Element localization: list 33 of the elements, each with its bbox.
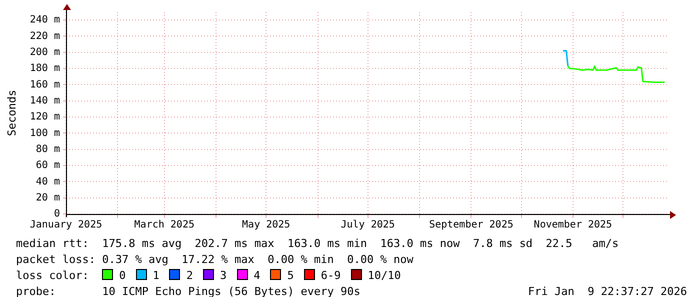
- legend-label: 4: [252, 269, 260, 282]
- x-tick-label: November 2025: [534, 220, 612, 231]
- y-tick-label: 20 m: [36, 192, 60, 204]
- y-tick-label: 0: [54, 208, 60, 220]
- legend-label: 0: [118, 269, 126, 282]
- y-axis-title: Seconds: [5, 90, 18, 136]
- x-tick-label: July 2025: [340, 220, 395, 231]
- legend-title: loss color:: [16, 269, 90, 282]
- y-tick-label: 160 m: [30, 79, 60, 90]
- y-tick-label: 40 m: [36, 176, 60, 188]
- y-tick-label: 80 m: [36, 144, 60, 155]
- legend-label: 10/10: [366, 269, 401, 282]
- legend-label: 2: [185, 269, 193, 282]
- x-tick-label: January 2025: [30, 220, 102, 231]
- legend-label: 1: [152, 269, 160, 282]
- y-tick-label: 200 m: [30, 46, 60, 58]
- x-tick-label: May 2025: [242, 220, 290, 231]
- legend-label: 5: [286, 269, 294, 282]
- text: median rtt: 175.8 ms avg 202.7 ms max 163.0 ms min 163.0 ms now 7.8 ms sd 22.5 am/s: [16, 237, 619, 250]
- y-tick-label: 140 m: [30, 95, 60, 106]
- text: Fri Jan 9 22:37:27 2026: [528, 285, 687, 297]
- y-tick-label: 240 m: [30, 14, 60, 26]
- legend-label: 6-9: [320, 269, 341, 282]
- x-tick-label: March 2025: [134, 220, 194, 231]
- y-tick-label: 220 m: [30, 30, 60, 42]
- x-tick-label: September 2025: [429, 220, 514, 231]
- y-tick-label: 100 m: [30, 128, 60, 139]
- y-tick-label: 180 m: [30, 63, 60, 74]
- legend-label: 3: [218, 269, 227, 282]
- y-tick-label: 120 m: [30, 112, 60, 123]
- text: packet loss: 0.37 % avg 17.22 % max 0.00 % min 0.00 % now: [16, 253, 414, 266]
- y-tick-label: 60 m: [36, 160, 60, 172]
- text: probe: 10 ICMP Echo Pings (56 Bytes) every 90s: [16, 285, 360, 297]
